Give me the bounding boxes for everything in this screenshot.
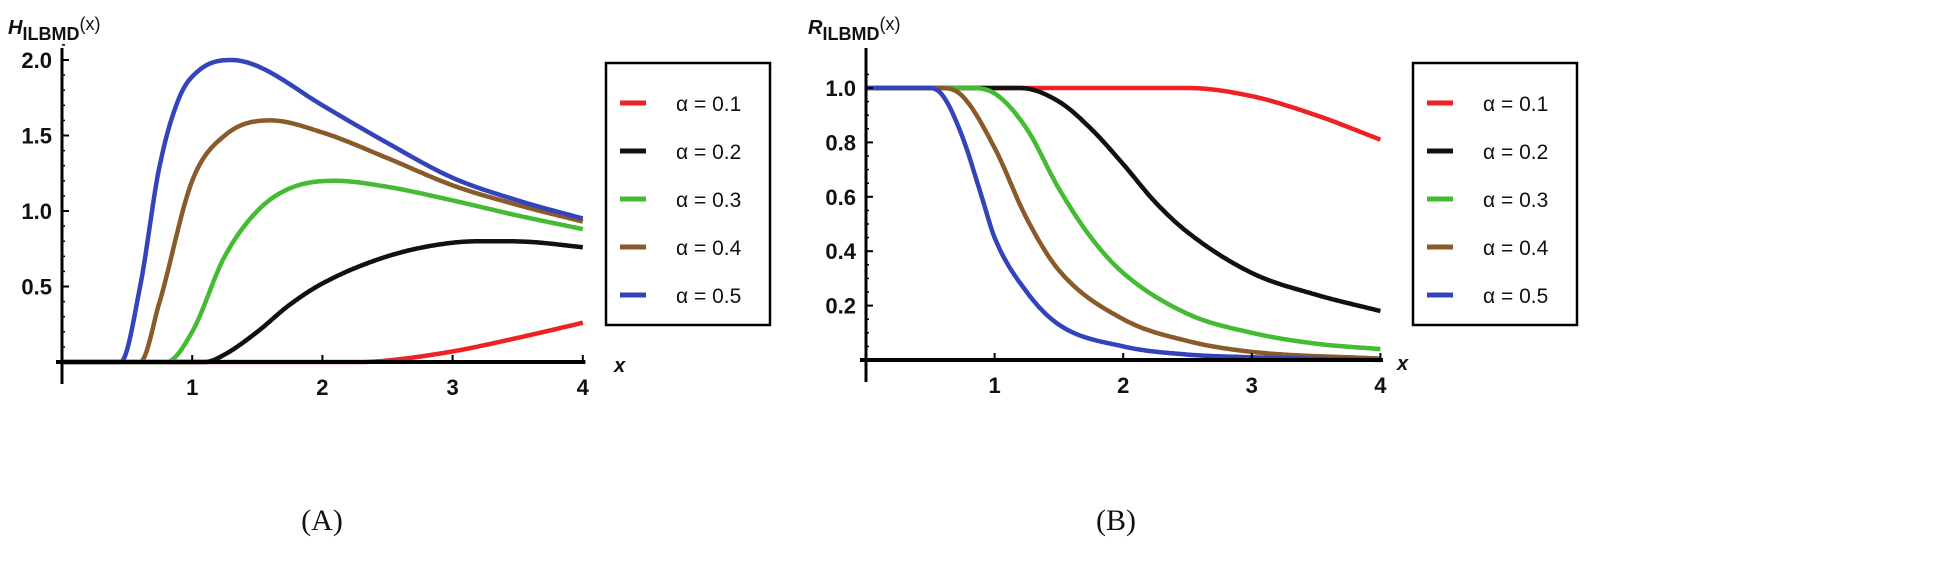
series-line-3 [61, 178, 584, 365]
y-tick-label: 1.0 [21, 199, 52, 224]
legend-label: α = 0.1 [1483, 93, 1548, 116]
legend-item: α = 0.1 [1427, 93, 1548, 116]
legend-label: α = 0.2 [676, 141, 741, 164]
y-tick-label: 0.6 [825, 185, 856, 210]
y-tick-label: 1.5 [21, 124, 52, 149]
series-line-4 [865, 85, 1382, 361]
y-tick-label: 0.8 [825, 130, 856, 155]
legend-item: α = 0.2 [620, 141, 741, 164]
series-line-2 [61, 238, 584, 365]
legend-label: α = 0.4 [676, 237, 742, 260]
y-tick-label: 0.2 [825, 294, 856, 319]
legend-item: α = 0.2 [1427, 141, 1548, 164]
legend-label: α = 0.2 [1483, 141, 1548, 164]
x-tick-label: 1 [988, 373, 1000, 398]
legend-box [1411, 61, 1579, 327]
series-line-3 [865, 85, 1382, 352]
y-tick-label: 0.5 [21, 275, 52, 300]
legend-item: α = 0.5 [620, 285, 741, 308]
legend-item: α = 0.3 [1427, 189, 1548, 212]
y-tick-label: 1.0 [825, 76, 856, 101]
legend-label: α = 0.3 [676, 189, 741, 212]
legend-item: α = 0.4 [1427, 237, 1549, 260]
legend: α = 0.1 α = 0.2 α = 0.3 α = 0.4 α = 0.5 [1411, 61, 1579, 327]
x-tick-label: 2 [316, 375, 328, 400]
legend-item: α = 0.3 [620, 189, 741, 212]
legend-box [604, 61, 772, 327]
y-tick-label: 0.4 [825, 239, 856, 264]
x-tick-label: 1 [186, 375, 198, 400]
x-tick-label: 4 [577, 375, 590, 400]
legend-item: α = 0.1 [620, 93, 741, 116]
legend-label: α = 0.4 [1483, 237, 1549, 260]
legend-item: α = 0.5 [1427, 285, 1548, 308]
series-line-2 [865, 85, 1382, 314]
legend-item: α = 0.4 [620, 237, 742, 260]
legend-label: α = 0.5 [1483, 285, 1548, 308]
x-tick-label: 3 [446, 375, 458, 400]
y-tick-label: 2.0 [21, 48, 52, 73]
series-line-4 [61, 118, 584, 365]
y-axis-label: HILBMD(x) [8, 14, 100, 44]
legend: α = 0.1 α = 0.2 α = 0.3 α = 0.4 α = 0.5 [604, 61, 772, 327]
x-axis-label: x [613, 355, 626, 377]
series-line-5 [61, 57, 584, 365]
legend-label: α = 0.1 [676, 93, 741, 116]
x-tick-label: 2 [1117, 373, 1129, 398]
legend-label: α = 0.3 [1483, 189, 1548, 212]
legend-label: α = 0.5 [676, 285, 741, 308]
x-tick-label: 4 [1374, 373, 1387, 398]
panel-caption: (B) [1096, 504, 1136, 537]
x-axis-label: x [1396, 353, 1409, 375]
x-tick-label: 3 [1246, 373, 1258, 398]
y-axis-label: RILBMD(x) [808, 14, 900, 44]
panel-caption: (A) [301, 504, 343, 537]
